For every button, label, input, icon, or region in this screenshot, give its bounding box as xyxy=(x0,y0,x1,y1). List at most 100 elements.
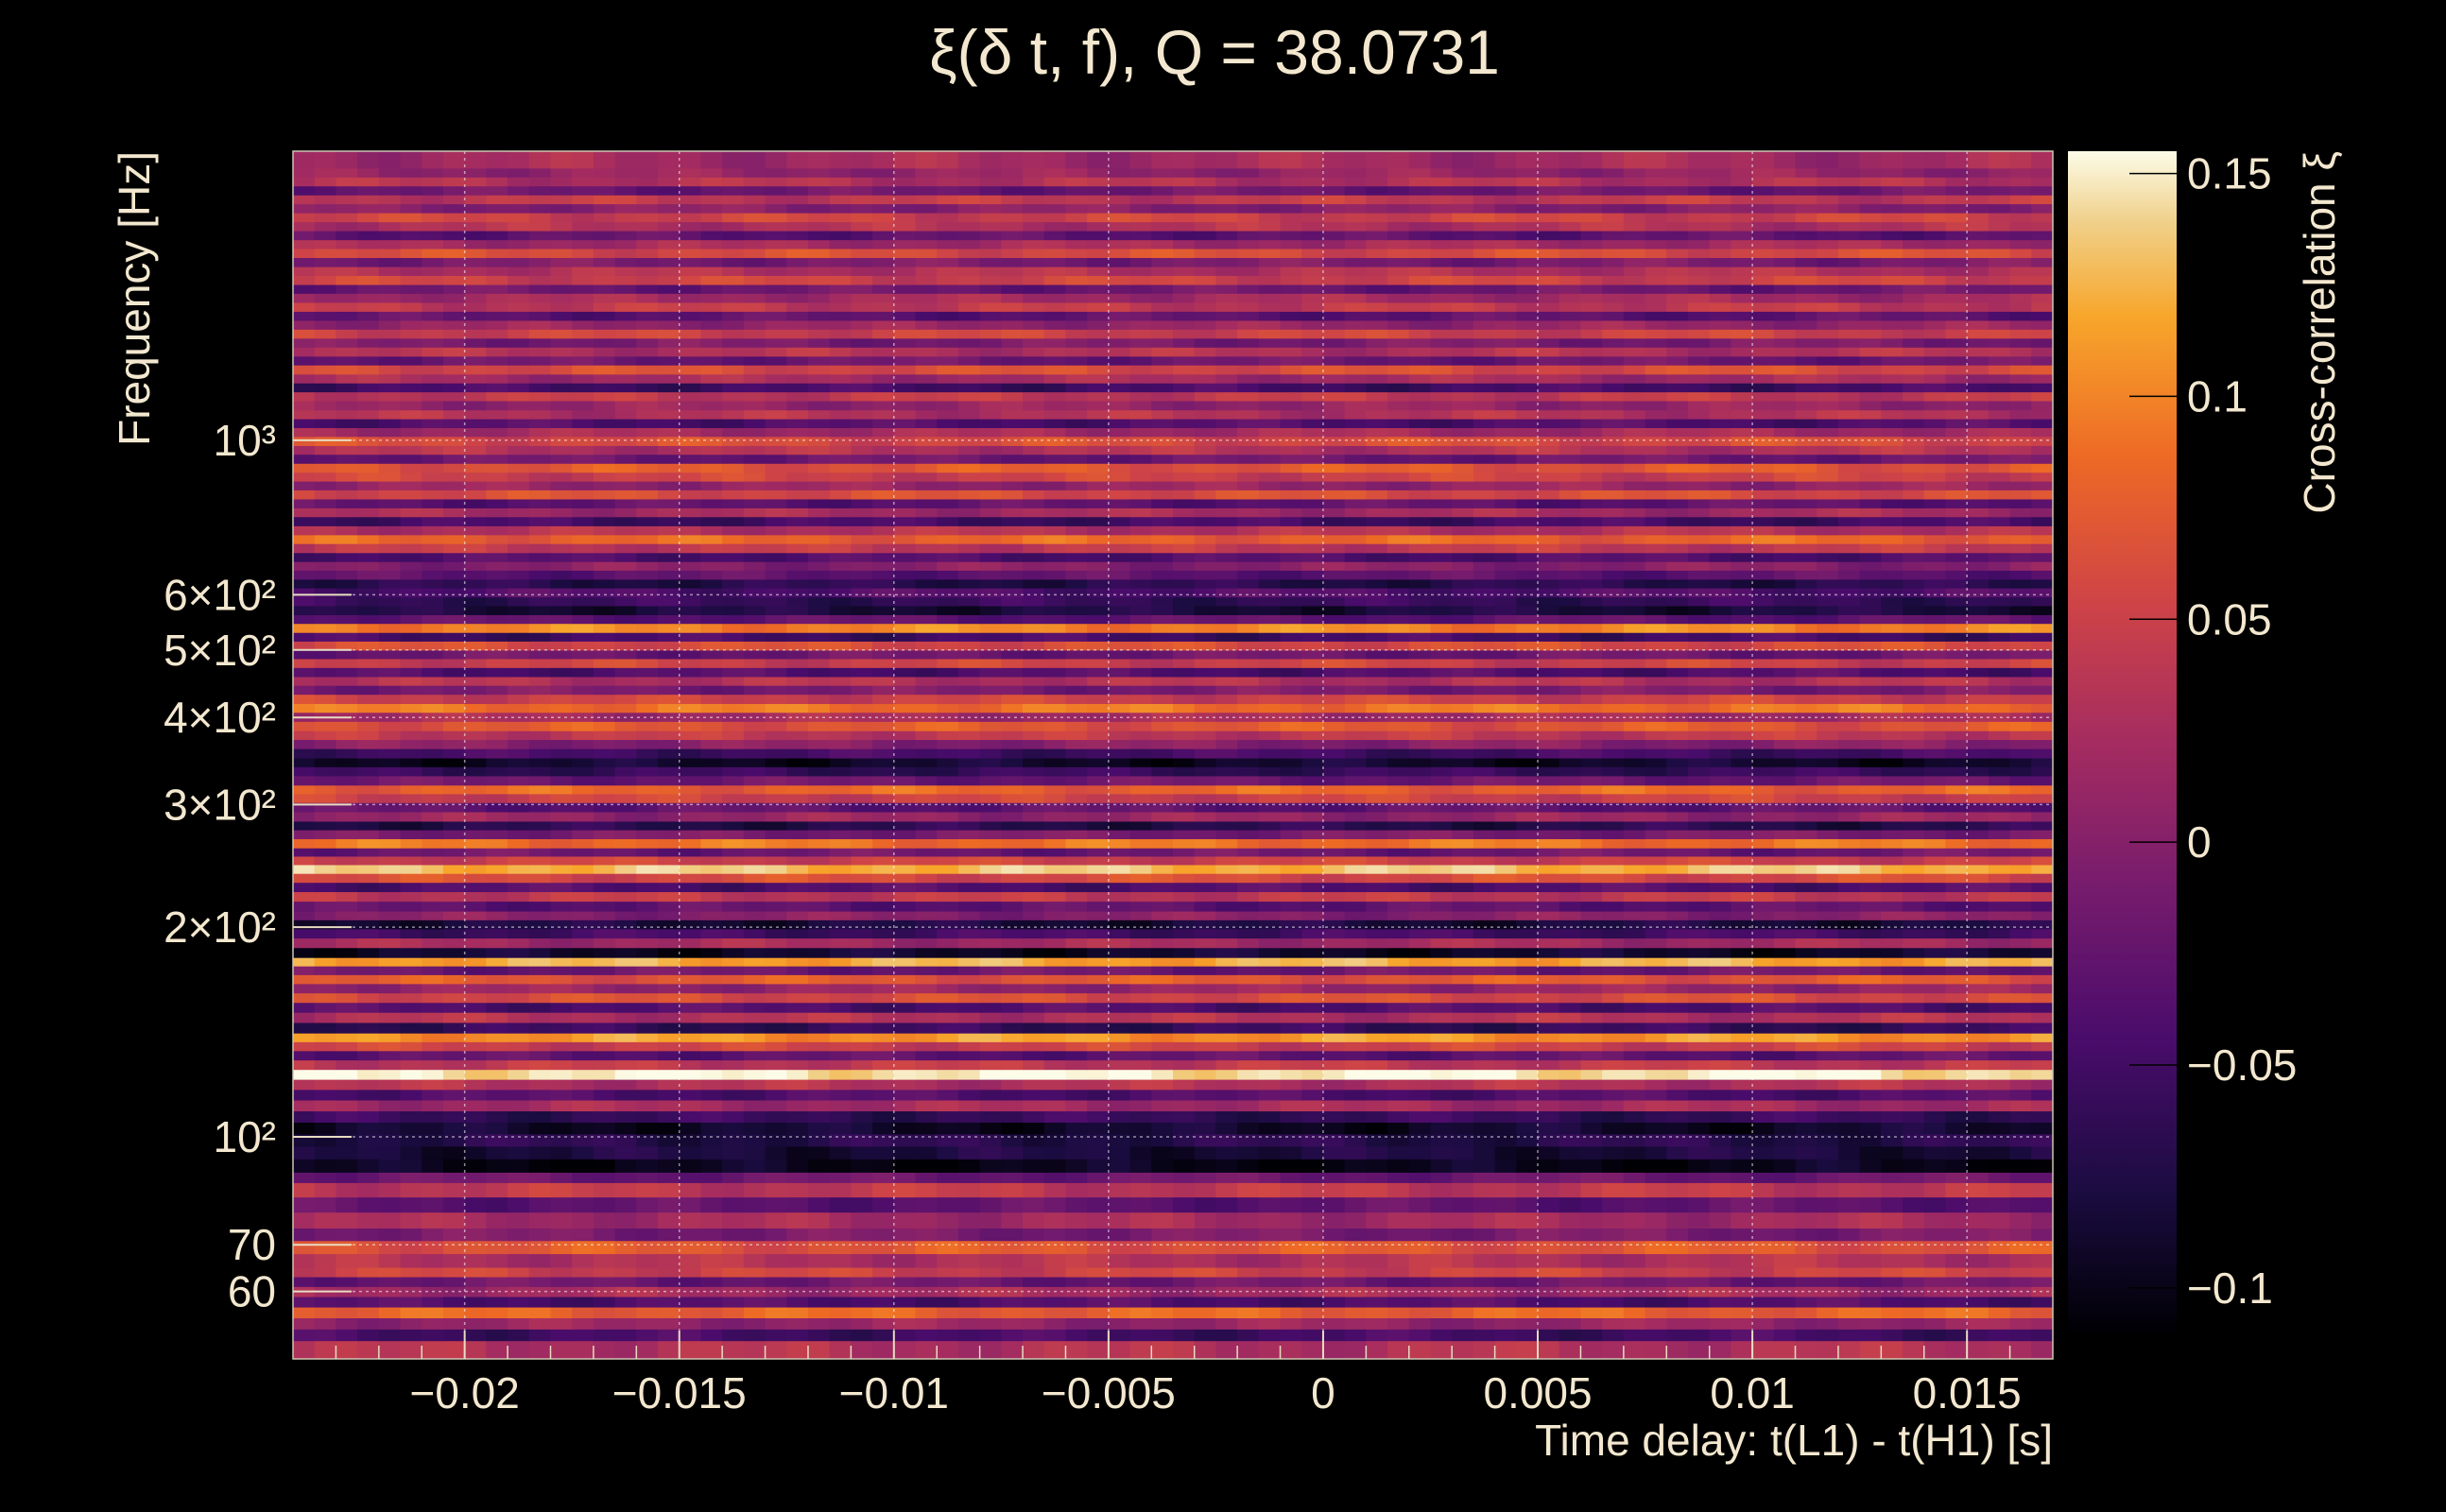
heatmap-cell xyxy=(1709,1110,1731,1124)
heatmap-cell xyxy=(1087,1099,1110,1112)
heatmap-cell xyxy=(400,1133,422,1147)
heatmap-cell xyxy=(1043,1110,1067,1124)
heatmap-cell xyxy=(872,1296,895,1308)
heatmap-cell xyxy=(1023,775,1045,786)
heatmap-cell xyxy=(807,1069,831,1080)
heatmap-cell xyxy=(508,873,530,884)
heatmap-cell xyxy=(1194,1059,1217,1071)
heatmap-cell xyxy=(2009,966,2032,975)
heatmap-cell xyxy=(1129,928,1152,939)
heatmap-cell xyxy=(314,1182,337,1198)
heatmap-cell xyxy=(422,1211,444,1229)
heatmap-cell xyxy=(1903,1276,1925,1287)
heatmap-cell xyxy=(1173,1240,1196,1255)
heatmap-cell xyxy=(700,873,723,884)
heatmap-cell xyxy=(1967,957,1990,967)
heatmap-cell xyxy=(486,775,508,786)
heatmap-cell xyxy=(679,838,702,849)
heatmap-cell xyxy=(1666,739,1689,749)
heatmap-cell xyxy=(1023,1211,1045,1229)
heatmap-cell xyxy=(1043,1050,1067,1061)
heatmap-cell xyxy=(442,957,466,967)
heatmap-cell xyxy=(1687,1079,1711,1091)
heatmap-cell xyxy=(486,784,508,795)
heatmap-cell xyxy=(1129,855,1152,866)
heatmap-cell xyxy=(722,802,745,813)
heatmap-cell xyxy=(1988,1317,2011,1330)
heatmap-cell xyxy=(1494,811,1517,822)
heatmap-cell xyxy=(422,1110,444,1124)
heatmap-cell xyxy=(614,811,637,822)
heatmap-cell xyxy=(293,1329,316,1342)
heatmap-cell xyxy=(1967,739,1990,749)
heatmap-cell xyxy=(1366,1196,1388,1213)
heatmap-cell xyxy=(1173,1317,1196,1330)
heatmap-cell xyxy=(743,1050,767,1061)
heatmap-cell xyxy=(1237,811,1260,822)
heatmap-cell xyxy=(2031,983,2053,994)
heatmap-cell xyxy=(378,1306,402,1319)
heatmap-cell xyxy=(1301,838,1324,849)
heatmap-cell xyxy=(1967,992,1990,1004)
heatmap-cell xyxy=(957,966,981,975)
heatmap-cell xyxy=(1173,757,1196,767)
heatmap-cell xyxy=(1108,1286,1131,1297)
heatmap-cell xyxy=(1859,1253,1882,1268)
heatmap-cell xyxy=(357,1041,380,1052)
heatmap-cell xyxy=(765,910,787,920)
heatmap-cell xyxy=(851,1240,873,1255)
heatmap-cell xyxy=(1773,937,1797,949)
heatmap-cell xyxy=(636,748,659,759)
heatmap-cell xyxy=(1666,775,1689,786)
heatmap-cell xyxy=(1709,1276,1731,1287)
heatmap-cell xyxy=(1795,1145,1817,1160)
heatmap-cell xyxy=(1108,1329,1131,1342)
heatmap-cell xyxy=(893,864,917,874)
heatmap-cell xyxy=(1151,1133,1174,1147)
heatmap-cell xyxy=(851,784,873,795)
heatmap-cell xyxy=(400,1059,422,1071)
heatmap-cell xyxy=(1817,766,1839,777)
heatmap-cell xyxy=(1602,966,1625,975)
heatmap-cell xyxy=(1773,1253,1797,1268)
heatmap-cell xyxy=(1773,748,1797,759)
heatmap-cell xyxy=(1194,983,1217,994)
heatmap-cell xyxy=(979,1110,1002,1124)
heatmap-cell xyxy=(1645,830,1667,840)
heatmap-cell xyxy=(550,1211,573,1229)
heatmap-cell xyxy=(658,848,680,857)
heatmap-cell xyxy=(593,983,616,994)
heatmap-cell xyxy=(1623,983,1646,994)
heatmap-cell xyxy=(1945,891,1968,902)
heatmap-cell xyxy=(807,1196,831,1213)
heatmap-cell xyxy=(1366,784,1388,795)
heatmap-cell xyxy=(378,1099,402,1112)
heatmap-cell xyxy=(1430,1196,1453,1213)
heatmap-cell xyxy=(722,1002,745,1013)
heatmap-cell xyxy=(1173,966,1196,975)
heatmap-cell xyxy=(1087,730,1110,741)
heatmap-cell xyxy=(1538,1340,1560,1359)
heatmap-cell xyxy=(1859,1276,1882,1287)
heatmap-cell xyxy=(1795,1079,1817,1091)
heatmap-cell xyxy=(1967,1240,1990,1255)
heatmap-cell xyxy=(851,1059,873,1071)
heatmap-cell xyxy=(915,1240,938,1255)
heatmap-cell xyxy=(1709,974,1731,985)
heatmap-cell xyxy=(1301,1110,1324,1124)
heatmap-cell xyxy=(1903,1296,1925,1308)
heatmap-cell xyxy=(1859,864,1882,874)
heatmap-cell xyxy=(2031,1033,2053,1042)
heatmap-cell xyxy=(658,1122,680,1135)
heatmap-cell xyxy=(722,1228,745,1242)
heatmap-cell xyxy=(528,1228,552,1242)
heatmap-cell xyxy=(1237,1050,1260,1061)
heatmap-cell xyxy=(937,1211,959,1229)
heatmap-cell xyxy=(1967,1022,1990,1034)
heatmap-cell xyxy=(1837,928,1861,939)
heatmap-cell xyxy=(378,1266,402,1278)
heatmap-cell xyxy=(2031,1099,2053,1112)
heatmap-cell xyxy=(593,1240,616,1255)
heatmap-cell xyxy=(1580,848,1603,857)
heatmap-cell xyxy=(528,1122,552,1135)
